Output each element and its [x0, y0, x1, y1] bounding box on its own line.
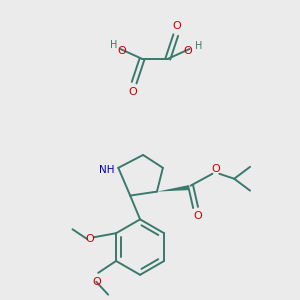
Text: O: O [129, 86, 137, 97]
Text: O: O [193, 212, 202, 221]
Text: O: O [211, 164, 220, 174]
Text: O: O [183, 46, 192, 56]
Text: O: O [85, 234, 94, 244]
Text: O: O [117, 46, 126, 56]
Text: NH: NH [99, 165, 114, 175]
Text: O: O [92, 277, 100, 287]
Text: H: H [195, 41, 202, 51]
Text: H: H [110, 40, 117, 50]
Text: O: O [172, 21, 181, 31]
Polygon shape [157, 185, 189, 192]
